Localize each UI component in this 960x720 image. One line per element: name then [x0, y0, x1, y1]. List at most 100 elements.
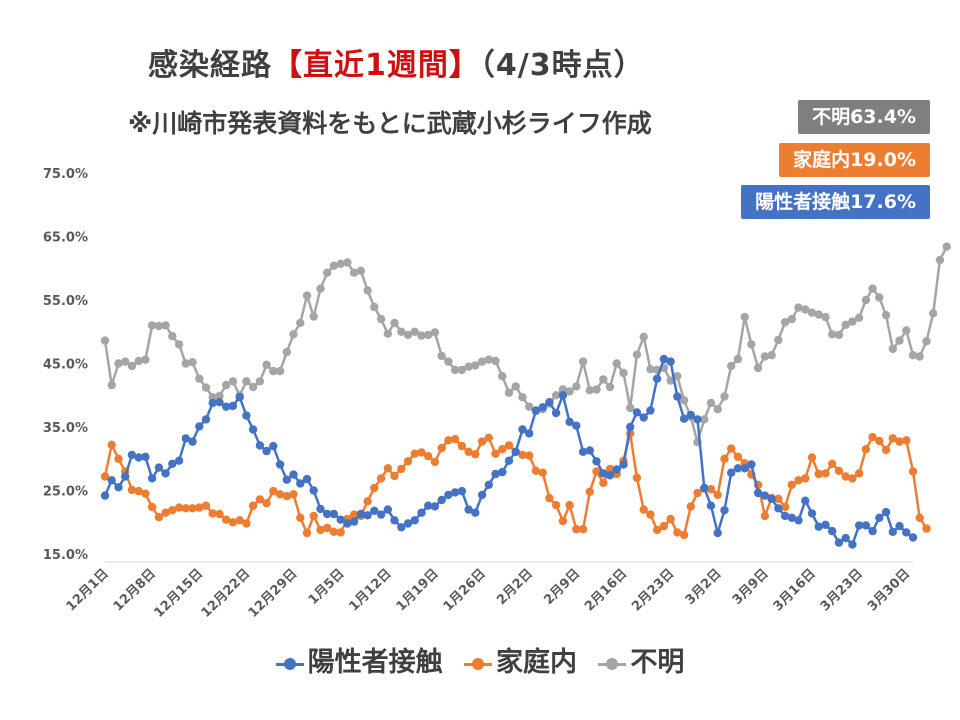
point-home: [255, 495, 265, 504]
point-positive: [639, 413, 648, 422]
point-home: [444, 436, 453, 445]
point-home: [309, 511, 318, 521]
point-home: [801, 474, 810, 483]
point-positive: [107, 476, 116, 485]
point-unknown: [814, 310, 823, 319]
point-positive: [437, 495, 446, 505]
point-positive: [854, 521, 864, 530]
badge-positive: 陽性者接触17.6%: [741, 185, 930, 219]
point-positive: [585, 446, 594, 455]
point-home: [383, 464, 392, 473]
point-positive: [147, 474, 157, 483]
point-home: [296, 513, 305, 522]
point-positive: [834, 538, 844, 547]
point-positive: [733, 464, 743, 473]
title-highlight: 【直近1週間】: [272, 48, 480, 83]
point-positive: [713, 528, 722, 538]
point-positive: [161, 469, 170, 478]
point-positive: [430, 502, 440, 511]
point-unknown: [908, 351, 918, 360]
point-positive: [228, 401, 238, 411]
point-home: [134, 486, 143, 496]
point-positive: [114, 483, 123, 492]
point-positive: [565, 417, 574, 427]
point-positive: [195, 422, 204, 431]
x-tick-label: 1月19日: [394, 566, 442, 614]
point-unknown: [370, 302, 379, 312]
point-unknown: [720, 392, 729, 401]
y-tick-label: 15.0%: [43, 548, 88, 563]
point-positive: [693, 415, 702, 424]
point-home: [828, 459, 837, 468]
point-positive: [477, 490, 487, 500]
point-positive: [740, 464, 749, 473]
point-home: [228, 518, 238, 527]
point-positive: [154, 463, 164, 472]
legend-item-unknown: 不明: [598, 640, 684, 679]
point-unknown: [612, 359, 621, 368]
title-suffix: （4/3時点）: [479, 48, 645, 83]
point-unknown: [444, 357, 453, 366]
point-unknown: [774, 335, 783, 345]
point-positive: [531, 406, 541, 415]
point-home: [868, 433, 877, 442]
point-unknown: [107, 380, 116, 390]
point-positive: [222, 402, 231, 411]
x-tick-label: 3月30日: [865, 566, 913, 614]
point-home: [666, 514, 675, 524]
point-positive: [336, 515, 345, 524]
x-tick-label: 1月26日: [441, 566, 489, 614]
y-tick-label: 35.0%: [43, 421, 88, 436]
series-line-unknown: [103, 246, 948, 444]
point-positive: [807, 509, 817, 518]
point-unknown: [296, 318, 305, 328]
point-home: [922, 524, 931, 533]
point-positive: [780, 511, 790, 521]
point-positive: [626, 422, 635, 432]
point-positive: [673, 392, 682, 401]
point-unknown: [154, 321, 164, 331]
point-unknown: [727, 361, 736, 371]
chart-subtitle: ※川崎市発表資料をもとに武蔵小杉ライフ作成: [128, 109, 652, 138]
point-unknown: [141, 355, 150, 364]
point-positive: [504, 456, 514, 465]
point-home: [733, 452, 743, 461]
point-unknown: [767, 351, 776, 360]
point-positive: [282, 475, 291, 484]
point-unknown: [188, 358, 197, 367]
x-tick-label: 3月16日: [771, 566, 819, 614]
point-positive: [753, 488, 763, 498]
point-unknown: [121, 357, 130, 366]
x-tick-label: 2月2日: [494, 566, 536, 608]
point-home: [592, 467, 601, 476]
point-unknown: [861, 295, 871, 305]
point-unknown: [403, 330, 413, 340]
point-positive: [309, 486, 318, 495]
point-positive: [174, 456, 184, 465]
point-unknown: [410, 327, 419, 336]
point-unknown: [572, 382, 581, 391]
point-unknown: [700, 415, 709, 424]
point-unknown: [605, 382, 615, 392]
point-unknown: [828, 330, 837, 339]
point-unknown: [706, 398, 716, 408]
point-positive: [242, 411, 251, 420]
point-unknown: [794, 303, 803, 312]
point-home: [269, 486, 278, 496]
point-positive: [121, 472, 130, 481]
point-unknown: [753, 363, 763, 373]
point-home: [397, 464, 406, 474]
point-unknown: [929, 309, 938, 318]
point-unknown: [181, 359, 190, 368]
point-home: [814, 469, 823, 479]
point-positive: [868, 526, 877, 536]
point-positive: [787, 513, 796, 522]
point-home: [195, 503, 204, 512]
point-positive: [545, 398, 554, 407]
point-unknown: [282, 347, 291, 357]
point-home: [713, 490, 722, 500]
legend-item-home: 家庭内: [464, 640, 577, 679]
point-unknown: [599, 375, 608, 384]
point-unknown: [841, 320, 850, 329]
point-home: [578, 525, 588, 534]
